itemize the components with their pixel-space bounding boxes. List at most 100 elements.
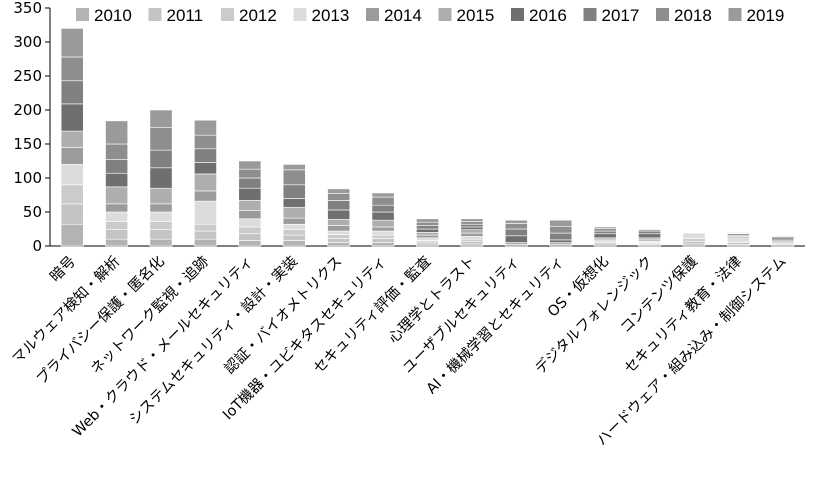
legend-item: 2018	[656, 6, 712, 25]
bar-segment-2010	[371, 242, 395, 247]
bars	[60, 28, 795, 247]
legend-swatch	[728, 8, 742, 21]
bar-segment-2015	[105, 186, 129, 205]
bar-stack	[593, 226, 617, 247]
bar-stack	[282, 164, 306, 247]
x-axis-labels: 暗号マルウェア検知・解析プライバシー保護・匿名化ネットワーク監視・追跡Web・ク…	[9, 252, 790, 449]
bar-stack	[194, 119, 217, 247]
legend-item: 2012	[221, 6, 277, 25]
bar-segment-2016	[416, 228, 439, 233]
bar-segment-2010	[327, 242, 351, 247]
bar-stack	[682, 232, 706, 247]
bar-stack	[549, 219, 573, 247]
bar-segment-2013	[149, 211, 173, 222]
bar-segment-2010	[194, 238, 217, 247]
bar-segment-2016	[238, 187, 262, 201]
bar-segment-2014	[105, 203, 129, 213]
bar-stack	[771, 235, 795, 247]
bar-segment-2010	[105, 238, 129, 247]
legend: 2010 2011 2012 2013 2014 2015 2016 2017 2018 2019	[76, 6, 784, 25]
bar-segment-2018	[105, 143, 129, 160]
y-tick-label: 0	[32, 237, 42, 255]
bar-segment-2010	[416, 243, 439, 247]
bar-segment-2010	[282, 240, 306, 247]
bar-segment-2019	[593, 226, 617, 229]
bar-segment-2013	[327, 230, 351, 235]
bar-segment-2015	[194, 173, 217, 192]
bar-segment-2016	[149, 167, 173, 189]
legend-swatch	[511, 8, 524, 21]
bar-segment-2012	[371, 234, 395, 239]
bar-segment-2011	[105, 229, 129, 240]
bar-segment-2015	[460, 229, 484, 234]
legend-item: 2014	[366, 6, 422, 25]
bar-segment-2014	[60, 147, 84, 165]
legend-label: 2010	[94, 6, 132, 25]
y-axis: 0 50 100 150 200 250 300 350	[13, 0, 805, 255]
bar-segment-2012	[60, 184, 84, 205]
bar-segment-2017	[593, 230, 617, 235]
legend-swatch	[293, 8, 307, 21]
bar-segment-2018	[549, 225, 573, 234]
bar-segment-2018	[371, 196, 395, 206]
bar-segment-2019	[416, 218, 439, 223]
bar-segment-2014	[282, 217, 306, 225]
bar-stack	[60, 28, 84, 247]
y-tick-label: 100	[13, 169, 42, 187]
bar-segment-2019	[638, 228, 661, 230]
bar-segment-2016	[327, 209, 351, 220]
bar-segment-2018	[194, 134, 217, 150]
legend-swatch	[76, 8, 89, 21]
bar-segment-2018	[327, 193, 351, 201]
bar-segment-2016	[371, 211, 395, 221]
bar-segment-2013	[194, 200, 217, 225]
legend-label: 2014	[384, 6, 422, 25]
bar-segment-2017	[504, 228, 528, 237]
bar-segment-2016	[282, 198, 306, 208]
bar-segment-2015	[416, 232, 439, 236]
bar-segment-2014	[238, 210, 262, 220]
bar-segment-2018	[416, 221, 439, 226]
bar-segment-2011	[371, 238, 395, 243]
bar-segment-2012	[238, 226, 262, 235]
bar-segment-2017	[149, 149, 173, 169]
bar-segment-2015	[238, 200, 262, 211]
bar-stack	[416, 218, 439, 247]
bar-stack	[504, 219, 528, 247]
bar-segment-2014	[416, 234, 439, 239]
bar-segment-2016	[771, 237, 795, 241]
bar-segment-2013	[371, 230, 395, 236]
bar-segment-2013	[105, 211, 129, 222]
bar-segment-2012	[149, 221, 173, 230]
bar-segment-2010	[60, 223, 84, 247]
bar-segment-2010	[460, 243, 484, 247]
bar-segment-2013	[282, 223, 306, 230]
bar-stack	[327, 188, 351, 247]
bar-segment-2010	[682, 243, 706, 247]
bar-segment-2014	[149, 203, 173, 213]
bar-segment-2015	[149, 187, 173, 205]
bar-segment-2014	[194, 190, 217, 202]
x-category-label: コンテンツ保護	[617, 252, 701, 336]
legend-swatch	[583, 8, 597, 21]
bar-segment-2016	[60, 103, 84, 132]
bar-stack	[105, 120, 129, 247]
bar-segment-2011	[726, 242, 750, 245]
legend-swatch	[148, 8, 162, 21]
bar-segment-2011	[282, 234, 306, 241]
legend-label: 2011	[167, 6, 204, 25]
bar-segment-2018	[726, 232, 750, 234]
bar-segment-2011	[194, 230, 217, 240]
bar-segment-2019	[105, 120, 129, 145]
bar-segment-2019	[282, 164, 306, 171]
bar-segment-2013	[416, 237, 439, 241]
bar-segment-2018	[593, 228, 617, 232]
bar-segment-2012	[282, 229, 306, 236]
legend-label: 2016	[529, 6, 567, 25]
bar-segment-2015	[327, 219, 351, 226]
bar-segment-2012	[194, 223, 217, 232]
bar-segment-2019	[149, 109, 173, 128]
legend-item: 2013	[293, 6, 349, 25]
legend-label: 2015	[457, 6, 495, 25]
